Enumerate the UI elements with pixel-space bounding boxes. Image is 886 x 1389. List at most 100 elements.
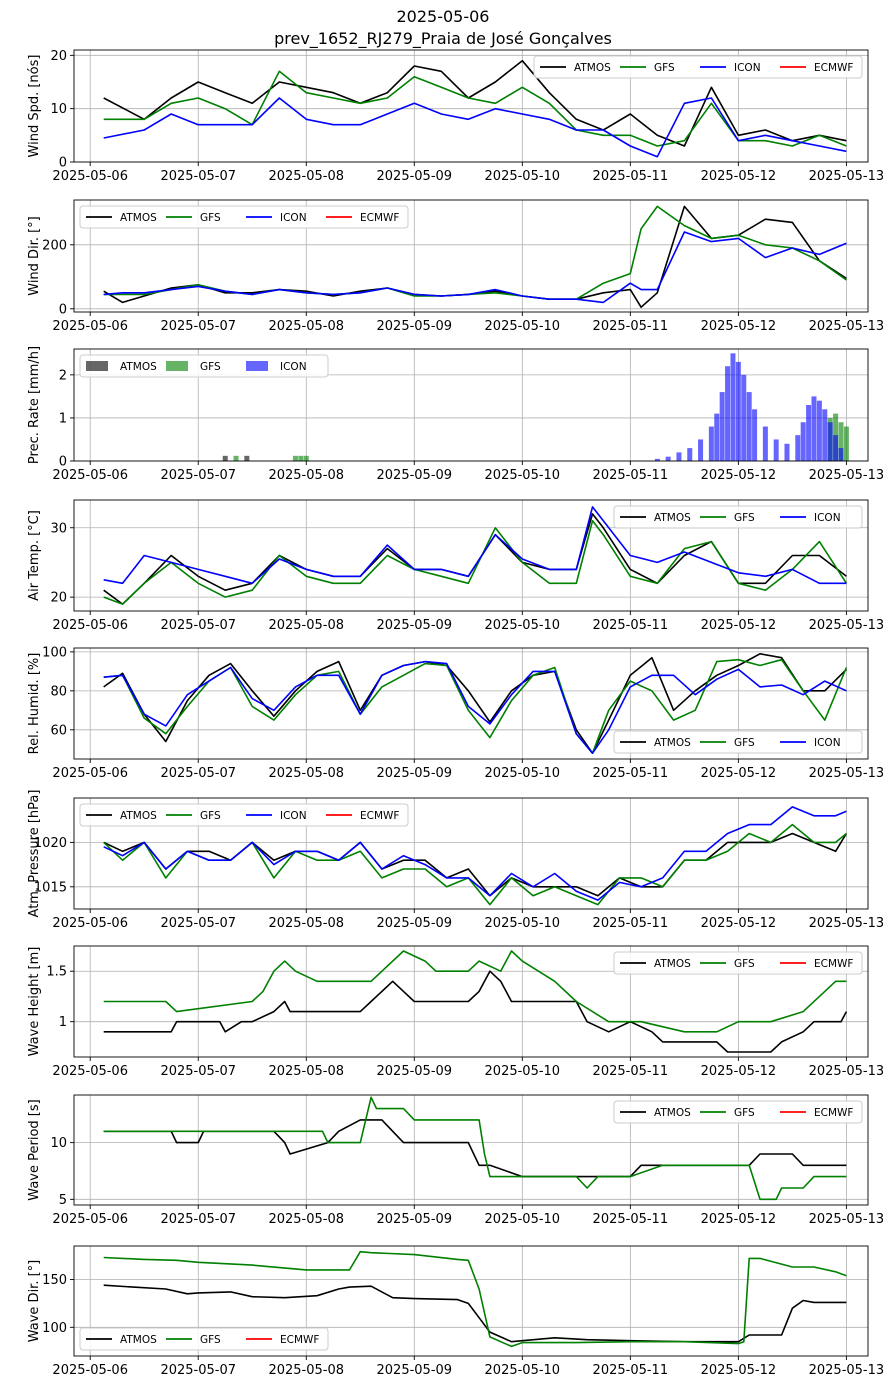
x-tick-label: 2025-05-06 — [52, 618, 128, 633]
precip-bar-gfs — [292, 455, 298, 461]
series-line-atmos — [103, 970, 848, 1053]
x-tick-label: 2025-05-11 — [593, 1064, 669, 1079]
series-line-atmos — [103, 1284, 847, 1343]
axes-frame — [73, 499, 869, 612]
x-tick-label: 2025-05-11 — [593, 766, 669, 781]
x-tick-label: 2025-05-06 — [52, 1064, 128, 1079]
chart-panel-5: 2025-05-06 2025-05-07 2025-05-08 2025-05-09… — [27, 645, 884, 781]
legend-label-atmos: ATMOS — [654, 512, 691, 524]
x-tick-label: 2025-05-11 — [593, 319, 669, 334]
series-line-gfs — [103, 70, 847, 147]
series-line-icon — [103, 660, 847, 755]
x-tick-label: 2025-05-09 — [377, 169, 453, 184]
y-axis-label: Wind Spd. [nós] — [27, 55, 42, 158]
legend: ATMOS GFS ICON ECMWF — [533, 55, 863, 79]
legend-label-icon: ICON — [814, 737, 841, 749]
x-tick-label: 2025-05-13 — [809, 766, 885, 781]
legend-label-atmos: ATMOS — [120, 361, 157, 373]
legend-label-icon: ICON — [280, 212, 307, 224]
x-tick-label: 2025-05-10 — [485, 319, 561, 334]
x-tick-label: 2025-05-07 — [160, 766, 236, 781]
precip-bar-icon — [762, 426, 768, 461]
x-tick-label: 2025-05-10 — [485, 169, 561, 184]
y-axis-label: Air Temp. [°C] — [27, 510, 42, 601]
x-tick-label: 2025-05-11 — [593, 1363, 669, 1378]
x-tick-label: 2025-05-09 — [377, 766, 453, 781]
axes-frame — [73, 647, 869, 760]
chart-panel-1: 2025-05-06 2025-05-07 2025-05-08 2025-05-09… — [27, 49, 884, 184]
precip-bar-icon — [735, 361, 741, 461]
legend-label-atmos: ATMOS — [574, 62, 611, 74]
precip-bar-gfs — [838, 422, 844, 461]
legend-label-icon: ICON — [280, 810, 307, 822]
y-tick-label: 5 — [59, 1193, 67, 1208]
y-axis-label: Rel. Humid. [%] — [27, 653, 42, 755]
legend-label-gfs: GFS — [200, 212, 221, 224]
legend-label-ecmwf: ECMWF — [360, 212, 399, 224]
x-tick-label: 2025-05-12 — [701, 468, 777, 483]
y-tick-label: 0 — [59, 302, 67, 317]
chart-panel-8: 2025-05-06 2025-05-07 2025-05-08 2025-05-09… — [27, 1094, 884, 1227]
y-tick-label: 10 — [50, 1136, 67, 1151]
legend-label-atmos: ATMOS — [120, 1334, 157, 1346]
chart-panel-7: 2025-05-06 2025-05-07 2025-05-08 2025-05-09… — [27, 945, 884, 1079]
x-tick-label: 2025-05-07 — [160, 1363, 236, 1378]
precip-bar-icon — [822, 409, 828, 461]
y-tick-label: 30 — [50, 521, 67, 536]
legend-label-icon: ICON — [280, 361, 307, 373]
series-line-gfs — [103, 519, 848, 605]
x-tick-label: 2025-05-13 — [809, 319, 885, 334]
legend-label-ecmwf: ECMWF — [814, 1107, 853, 1119]
legend-box — [613, 951, 863, 975]
precip-bar-gfs — [303, 455, 309, 461]
x-tick-label: 2025-05-06 — [52, 319, 128, 334]
x-tick-label: 2025-05-08 — [268, 766, 344, 781]
x-tick-label: 2025-05-06 — [52, 766, 128, 781]
legend-label-gfs: GFS — [200, 361, 221, 373]
legend-label-atmos: ATMOS — [120, 810, 157, 822]
precip-bar-icon — [827, 422, 833, 461]
y-tick-label: 100 — [42, 645, 67, 660]
x-tick-label: 2025-05-12 — [701, 618, 777, 633]
x-tick-label: 2025-05-07 — [160, 1064, 236, 1079]
x-tick-label: 2025-05-13 — [809, 468, 885, 483]
legend-label-gfs: GFS — [734, 1107, 755, 1119]
precip-bar-icon — [816, 400, 822, 461]
x-tick-label: 2025-05-07 — [160, 319, 236, 334]
x-tick-label: 2025-05-10 — [485, 916, 561, 931]
legend: ATMOS GFS ICON — [79, 354, 329, 378]
precip-bar-icon — [719, 392, 725, 461]
precip-bar-atmos — [222, 455, 228, 461]
x-tick-label: 2025-05-09 — [377, 618, 453, 633]
x-tick-label: 2025-05-10 — [485, 1212, 561, 1227]
x-tick-label: 2025-05-12 — [701, 169, 777, 184]
precip-bar-icon — [741, 374, 747, 461]
axes-frame — [73, 797, 869, 910]
x-tick-label: 2025-05-13 — [809, 618, 885, 633]
precip-bar-icon — [752, 409, 758, 461]
x-tick-label: 2025-05-08 — [268, 1212, 344, 1227]
legend-box — [613, 505, 863, 529]
y-tick-label: 150 — [42, 1273, 67, 1288]
y-tick-label: 60 — [50, 723, 67, 738]
legend-label-icon: ICON — [734, 62, 761, 74]
axes-frame — [73, 49, 869, 163]
x-tick-label: 2025-05-08 — [268, 1363, 344, 1378]
series-line-atmos — [103, 832, 848, 897]
x-tick-label: 2025-05-08 — [268, 618, 344, 633]
x-tick-label: 2025-05-11 — [593, 916, 669, 931]
legend-swatch-icon — [246, 361, 268, 371]
x-tick-label: 2025-05-10 — [485, 1363, 561, 1378]
legend: ATMOS GFS ICON ECMWF — [79, 803, 409, 827]
series-line-gfs — [103, 950, 847, 1033]
legend-label-ecmwf: ECMWF — [280, 1334, 319, 1346]
precip-bar-icon — [676, 452, 682, 461]
precip-bar-atmos — [244, 455, 250, 461]
legend-box — [613, 1100, 863, 1124]
legend-label-gfs: GFS — [734, 737, 755, 749]
x-tick-label: 2025-05-06 — [52, 1363, 128, 1378]
x-tick-label: 2025-05-08 — [268, 468, 344, 483]
x-tick-label: 2025-05-10 — [485, 1064, 561, 1079]
plot-area — [103, 950, 848, 1053]
